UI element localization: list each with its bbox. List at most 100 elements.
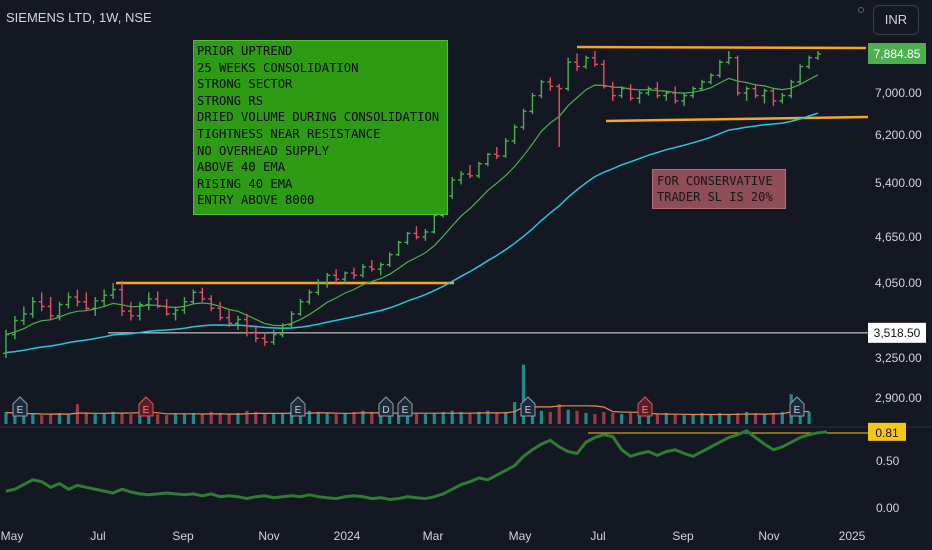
setup-checklist-note[interactable]: PRIOR UPTREND 25 WEEKS CONSOLIDATION STR…	[193, 40, 448, 215]
earnings-marker-icon	[378, 396, 394, 417]
price-bar	[493, 147, 500, 159]
volume-bar	[718, 413, 722, 424]
volume-bar	[334, 414, 338, 424]
volume-bar	[13, 413, 17, 424]
volume-bar	[771, 413, 775, 424]
reference-price-badge	[868, 322, 926, 343]
status-dot-icon	[858, 7, 864, 13]
price-bar	[583, 55, 589, 69]
price-bar	[681, 93, 688, 107]
volume-bar	[807, 411, 811, 424]
volume-bar	[57, 413, 62, 424]
earnings-marker-icon	[12, 396, 28, 417]
ema-10-line	[5, 74, 819, 336]
volume-bar	[263, 413, 267, 424]
volume-bar	[655, 414, 659, 424]
price-bar	[511, 124, 518, 144]
price-bar	[520, 108, 527, 130]
volume-bar	[343, 413, 347, 424]
price-bar	[119, 280, 125, 316]
volume-bar	[40, 415, 44, 424]
volume-bar	[84, 413, 88, 424]
price-bar	[458, 171, 465, 185]
price-tick-label: 7,000.00	[875, 86, 922, 100]
note-line: ABOVE 40 EMA	[197, 160, 286, 175]
volume-bar	[539, 410, 543, 424]
volume-bar	[379, 413, 383, 424]
volume-bar	[521, 364, 526, 424]
time-tick-label: Jul	[590, 529, 605, 543]
volume-bar	[664, 413, 668, 424]
price-bar	[386, 252, 393, 267]
volume-bar	[637, 414, 642, 424]
price-bar	[797, 64, 804, 85]
volume-bar	[289, 411, 294, 424]
price-bar	[431, 213, 438, 234]
oscillator-tick-label: 0.00	[876, 501, 900, 515]
earnings-marker-label: D	[382, 405, 389, 416]
price-bar	[359, 263, 366, 278]
price-tick-label: 2,900.00	[875, 391, 922, 405]
volume-bar	[414, 413, 419, 424]
rs-value-label: 0.81	[875, 426, 899, 440]
price-bar	[101, 289, 108, 307]
price-bar	[449, 177, 456, 199]
price-bar	[252, 325, 259, 343]
price-bar	[324, 273, 331, 288]
price-bar	[663, 90, 670, 101]
consolidation-resistance-line	[576, 45, 867, 50]
time-tick-label: 2025	[839, 529, 866, 543]
volume-bar	[200, 414, 204, 424]
note-line: ENTRY ABOVE 8000	[197, 193, 315, 208]
earnings-marker-icon	[138, 396, 154, 417]
volume-bar	[700, 413, 704, 424]
volume-bar	[227, 414, 231, 424]
volume-bar	[22, 414, 26, 424]
note-line: TRADER SL IS 20%	[657, 190, 773, 204]
price-bar	[288, 311, 295, 328]
volume-bar	[629, 413, 633, 424]
time-tick-label: Sep	[672, 529, 694, 543]
ema-40-line	[5, 112, 819, 354]
reference-price-label: 3,518.50	[874, 326, 921, 340]
volume-bar	[495, 413, 499, 424]
price-bar	[270, 329, 277, 345]
volume-bar	[352, 411, 356, 424]
price-bar	[172, 306, 179, 321]
price-bar	[199, 287, 206, 302]
volume-bar	[477, 411, 481, 424]
earnings-marker-icon	[290, 396, 306, 417]
earnings-marker-label: E	[143, 405, 150, 416]
price-bar	[3, 329, 9, 358]
note-line: 25 WEEKS CONSOLIDATION	[197, 60, 359, 75]
price-bar	[279, 323, 286, 338]
earnings-marker-label: E	[402, 405, 409, 416]
symbol-title[interactable]: SIEMENS LTD, 1W, NSE	[6, 10, 152, 25]
volume-bar	[557, 404, 561, 424]
price-bar	[636, 90, 643, 104]
volume-bar	[281, 413, 285, 424]
price-bar	[618, 86, 625, 99]
price-bar	[235, 315, 241, 330]
price-bar	[752, 84, 759, 99]
volume-bar	[575, 410, 579, 424]
price-bar	[538, 79, 545, 99]
price-bar	[716, 59, 723, 78]
currency-selector[interactable]: INR	[873, 5, 919, 35]
price-bar	[110, 283, 117, 299]
time-tick-label: May	[1, 529, 24, 543]
volume-bar	[129, 414, 133, 424]
volume-bar	[307, 410, 311, 424]
price-bar	[725, 51, 732, 65]
stop-loss-note[interactable]: FOR CONSERVATIVE TRADER SL IS 20%	[652, 169, 786, 209]
time-tick-label: Nov	[758, 529, 779, 543]
volume-bar	[602, 411, 606, 424]
earnings-marker-icon	[520, 396, 536, 417]
price-bar	[29, 297, 36, 318]
volume-bar	[673, 414, 677, 424]
price-bar	[92, 297, 99, 316]
volume-bar	[584, 413, 588, 424]
oscillator-tick-label: 0.50	[876, 454, 900, 468]
volume-bar	[486, 410, 490, 424]
